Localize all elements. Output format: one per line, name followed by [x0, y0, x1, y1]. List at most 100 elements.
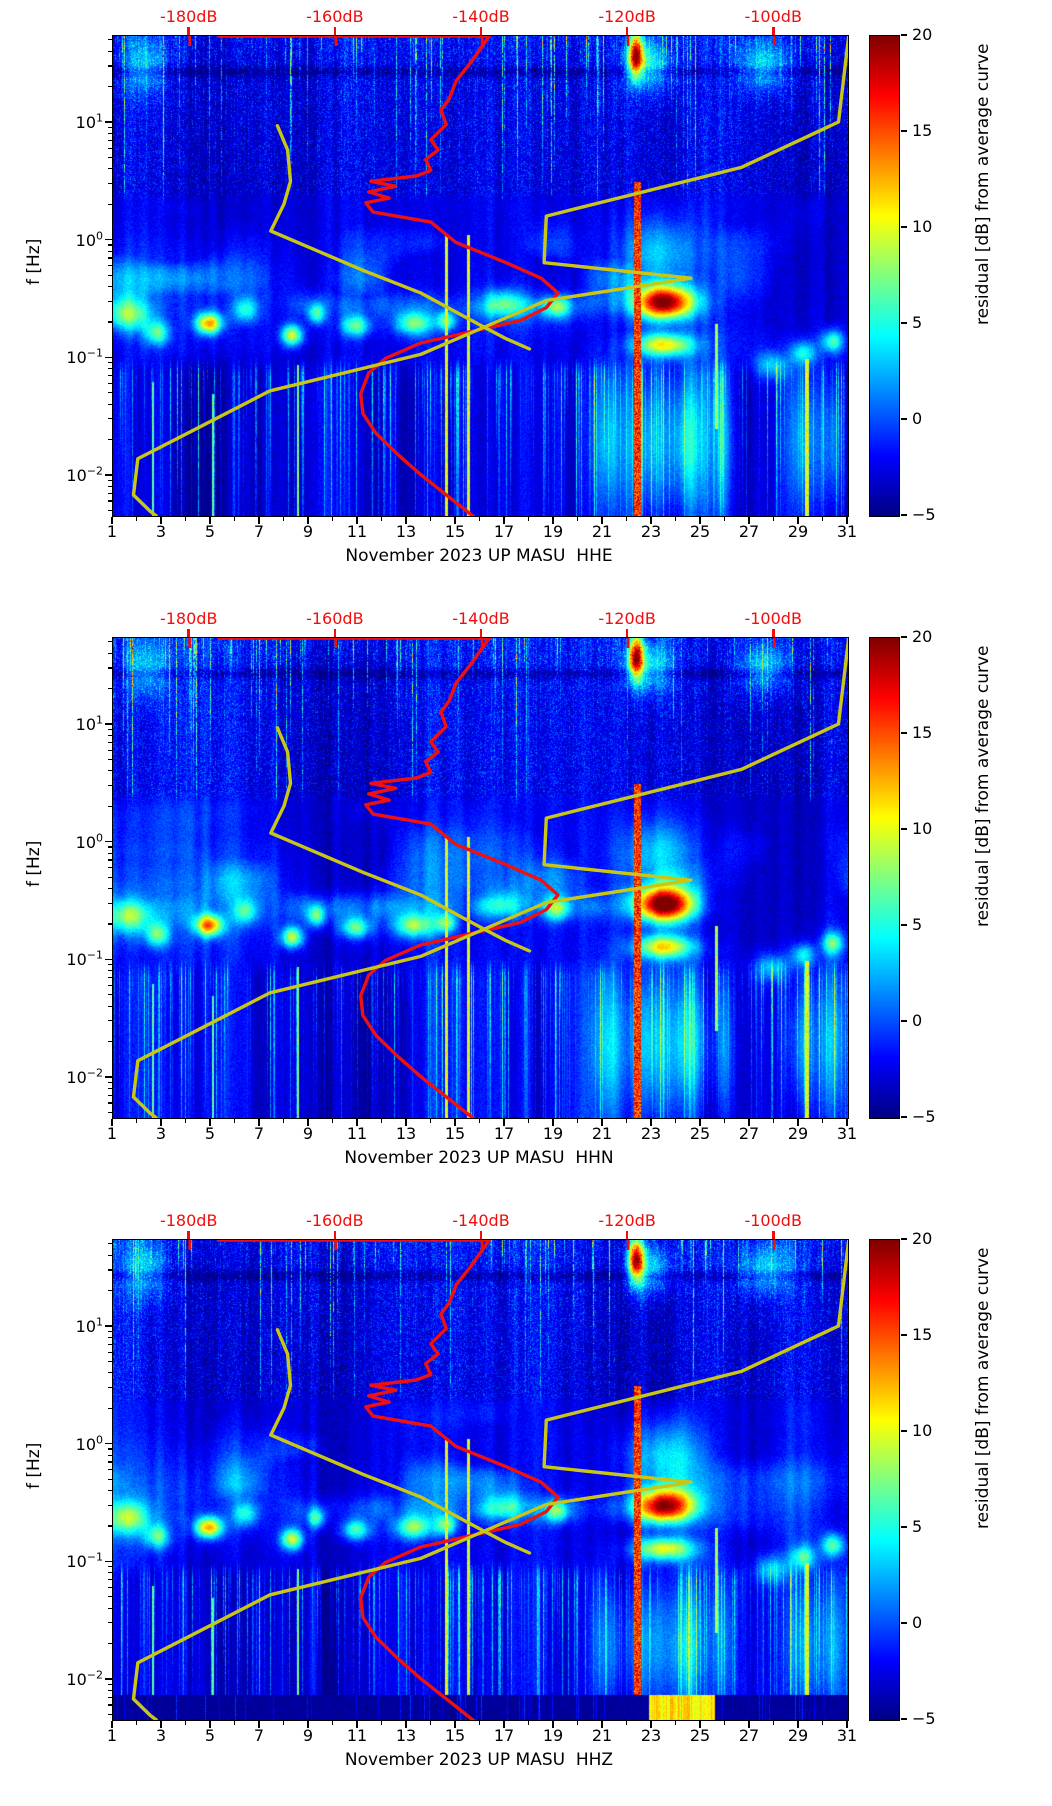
- x-tick-label: 29: [787, 522, 809, 541]
- y-minor-tick: [108, 368, 112, 370]
- y-minor-tick: [108, 964, 112, 966]
- x-tick: [650, 1119, 652, 1126]
- y-minor-tick: [108, 734, 112, 737]
- y-minor-tick: [108, 1566, 112, 1568]
- x-tick-label: 1: [106, 1726, 118, 1745]
- x-tick: [405, 1721, 407, 1728]
- x-minor-tick: [331, 1119, 334, 1123]
- top-db-tick: [625, 1231, 629, 1241]
- x-tick: [111, 1721, 113, 1728]
- curves-overlay: [131, 36, 848, 516]
- y-minor-tick: [108, 846, 112, 848]
- top-db-tick: [333, 1231, 337, 1241]
- y-tick-label: 10−1: [66, 948, 103, 970]
- y-minor-tick: [108, 1489, 112, 1492]
- top-db-tick: [187, 629, 190, 639]
- y-tick: [105, 840, 112, 843]
- y-minor-tick: [108, 392, 112, 394]
- x-tick-label: 31: [836, 1726, 858, 1745]
- y-minor-tick: [108, 500, 112, 502]
- colorbar-tick-label: 15: [912, 723, 933, 743]
- x-minor-tick: [527, 1721, 530, 1725]
- y-minor-tick: [108, 300, 112, 302]
- x-tick-label: 19: [542, 1124, 564, 1143]
- colorbar-tick: [901, 1334, 907, 1336]
- y-minor-tick: [108, 1572, 112, 1574]
- x-tick-label: 9: [302, 1726, 314, 1745]
- y-minor-tick: [108, 1407, 112, 1409]
- x-minor-tick: [233, 517, 236, 521]
- x-tick: [699, 517, 701, 524]
- x-minor-tick: [331, 517, 334, 521]
- y-tick-label: 101: [75, 713, 103, 734]
- top-db-label: -180dB: [159, 1211, 218, 1230]
- y-minor-tick: [108, 976, 112, 979]
- x-minor-tick: [331, 1721, 334, 1725]
- x-minor-tick: [821, 517, 824, 521]
- colorbar-tick: [901, 1718, 907, 1720]
- y-minor-tick: [108, 321, 112, 323]
- top-db-label: -160dB: [306, 1211, 364, 1230]
- colorbar-tick: [901, 1020, 907, 1022]
- y-minor-tick: [108, 1596, 112, 1598]
- colorbar: [869, 637, 900, 1119]
- x-tick: [601, 1119, 603, 1126]
- x-tick-label: 23: [640, 522, 662, 541]
- y-minor-tick: [108, 1683, 112, 1685]
- y-minor-tick: [108, 1478, 112, 1480]
- x-tick-label: 1: [106, 1124, 118, 1143]
- x-tick-label: 17: [493, 1124, 515, 1143]
- x-minor-tick: [723, 517, 726, 521]
- y-minor-tick: [108, 285, 112, 288]
- y-minor-tick: [108, 1102, 112, 1104]
- x-minor-tick: [527, 1119, 530, 1123]
- y-tick-label: 10−2: [66, 464, 103, 485]
- x-minor-tick: [282, 1119, 285, 1123]
- top-db-label: -180dB: [159, 609, 218, 628]
- plot-area: [112, 1239, 849, 1721]
- x-minor-tick: [478, 1721, 481, 1725]
- x-tick-label: 27: [738, 1726, 760, 1745]
- y-minor-tick: [108, 1696, 112, 1698]
- top-db-tick: [626, 638, 630, 648]
- y-minor-tick: [108, 970, 112, 972]
- y-minor-tick: [108, 1020, 112, 1022]
- y-minor-tick: [108, 438, 112, 441]
- colorbar-tick-label: 0: [912, 1011, 923, 1031]
- y-minor-tick: [108, 1336, 112, 1339]
- colorbar-tick-label: −5: [912, 505, 936, 525]
- x-tick: [160, 517, 162, 524]
- x-tick-label: 11: [346, 1124, 368, 1143]
- y-minor-tick: [108, 688, 112, 690]
- x-minor-tick: [380, 1119, 383, 1123]
- y-minor-tick: [108, 485, 112, 487]
- top-db-tick: [334, 638, 338, 648]
- x-minor-tick: [576, 1119, 579, 1123]
- x-tick: [846, 1119, 848, 1126]
- x-tick: [405, 517, 407, 524]
- x-tick-label: 15: [444, 522, 466, 541]
- x-minor-tick: [772, 1721, 775, 1725]
- y-minor-tick: [108, 274, 112, 276]
- y-minor-tick: [108, 1386, 112, 1389]
- x-tick: [405, 1119, 407, 1126]
- x-tick-label: 17: [493, 1726, 515, 1745]
- x-tick: [356, 1119, 358, 1126]
- x-tick: [748, 1119, 750, 1126]
- x-tick: [503, 517, 505, 524]
- y-tick: [105, 474, 112, 476]
- x-tick: [552, 517, 554, 524]
- y-minor-tick: [108, 741, 112, 743]
- x-tick: [111, 1119, 113, 1126]
- curve-mode-spectrum: [131, 36, 848, 516]
- colorbar-tick-label: 10: [912, 819, 933, 839]
- x-minor-tick: [184, 517, 187, 521]
- top-db-tick: [188, 36, 191, 46]
- y-minor-tick: [108, 39, 112, 41]
- x-minor-tick: [282, 517, 285, 521]
- colorbar-label: residual [dB] from average curve: [973, 645, 993, 927]
- x-tick: [503, 1119, 505, 1126]
- y-minor-tick: [108, 86, 112, 88]
- colorbar: [869, 35, 900, 517]
